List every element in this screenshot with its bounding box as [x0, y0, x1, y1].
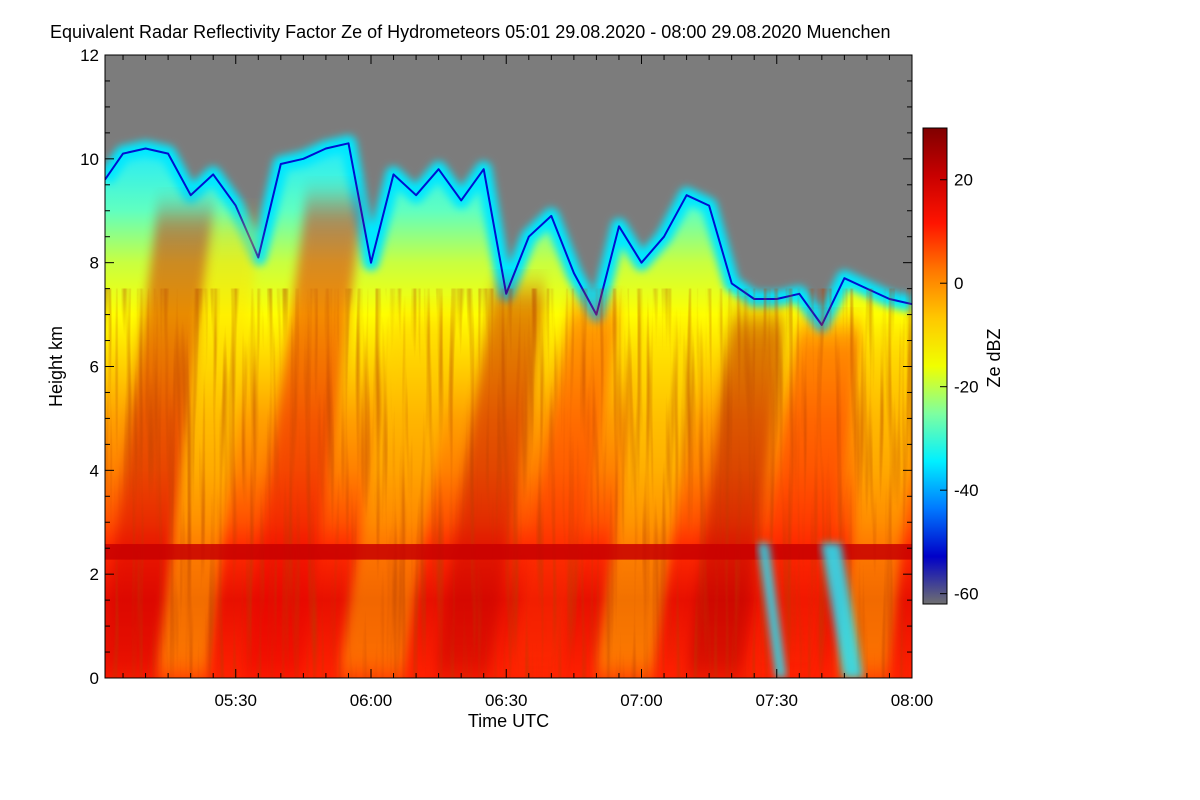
colorbar-tick-label: -60 — [954, 585, 979, 604]
x-tick-label: 05:30 — [214, 691, 257, 710]
colorbar-tick-label: 0 — [954, 274, 963, 293]
colorbar-tick-label: 20 — [954, 171, 973, 190]
melting-layer-band — [105, 544, 912, 560]
colorbar — [922, 127, 948, 605]
colorbar-ticks: 20 0 -20 -40 -60 — [940, 171, 979, 604]
x-axis: 05:30 06:00 06:30 07:00 07:30 08:00 — [122, 55, 934, 710]
colorbar-label: Ze dBZ — [984, 328, 1004, 387]
dry-gap — [757, 543, 787, 678]
x-tick-label: 08:00 — [891, 691, 934, 710]
x-tick-label: 06:30 — [485, 691, 528, 710]
x-tick-label: 07:30 — [755, 691, 798, 710]
chart-title: Equivalent Radar Reflectivity Factor Ze … — [50, 22, 891, 42]
y-tick-label: 2 — [90, 565, 99, 584]
y-tick-label: 8 — [90, 254, 99, 273]
y-tick-label: 4 — [90, 461, 99, 480]
plot-area — [105, 55, 912, 678]
y-axis-label: Height km — [46, 326, 66, 407]
colorbar-tick-label: -20 — [954, 378, 979, 397]
dry-gap — [820, 543, 864, 678]
x-tick-label: 07:00 — [620, 691, 663, 710]
colorbar-tick-label: -40 — [954, 481, 979, 500]
y-tick-label: 10 — [80, 150, 99, 169]
streak-texture — [105, 288, 912, 678]
y-tick-label: 6 — [90, 358, 99, 377]
x-tick-label: 06:00 — [350, 691, 393, 710]
x-axis-label: Time UTC — [468, 711, 549, 731]
y-tick-label: 0 — [90, 669, 99, 688]
y-tick-label: 12 — [80, 46, 99, 65]
y-axis: 0 2 4 6 8 10 12 — [80, 46, 912, 688]
dry-gaps — [757, 543, 864, 678]
